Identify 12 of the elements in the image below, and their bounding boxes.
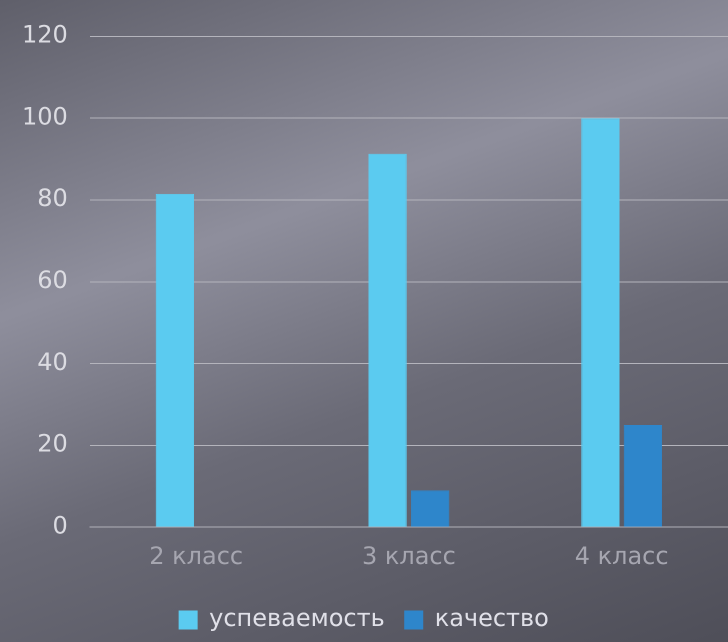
y-tick-label: 40 bbox=[37, 348, 68, 376]
x-tick-label: 4 класс bbox=[574, 542, 669, 570]
y-tick-label: 0 bbox=[52, 511, 68, 540]
legend-label: качество bbox=[434, 604, 549, 632]
x-tick-label: 3 класс bbox=[362, 542, 456, 570]
legend-label: успеваемость bbox=[209, 604, 385, 632]
x-tick-label: 2 класс bbox=[149, 542, 244, 570]
y-tick-label: 120 bbox=[22, 20, 68, 49]
y-tick-label: 80 bbox=[37, 184, 68, 212]
y-tick-label: 100 bbox=[22, 102, 68, 130]
y-tick-label: 60 bbox=[37, 266, 68, 294]
y-tick-label: 20 bbox=[37, 430, 68, 458]
